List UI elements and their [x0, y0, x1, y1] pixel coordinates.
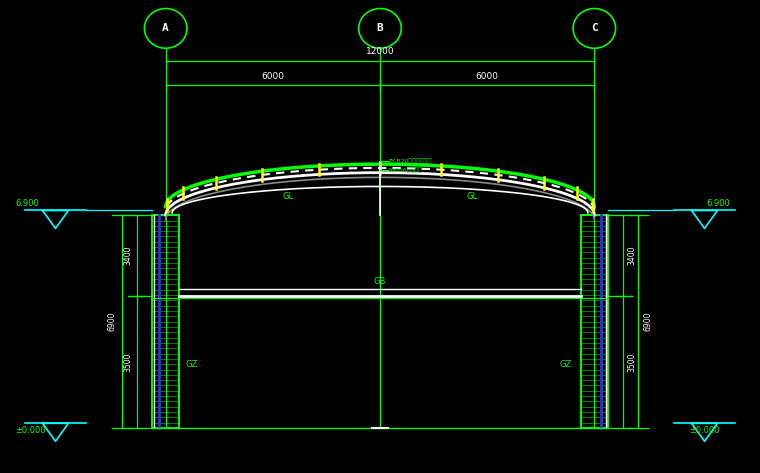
Text: B: B [377, 23, 383, 34]
Text: 6.900: 6.900 [707, 199, 730, 208]
Text: 6000: 6000 [476, 72, 499, 81]
Text: GZ: GZ [559, 359, 572, 368]
Text: A: A [163, 23, 169, 34]
Text: GB: GB [374, 277, 386, 286]
Text: 1B016压型钢板: 1B016压型钢板 [388, 167, 423, 173]
Text: 3500: 3500 [123, 352, 132, 372]
Text: ±0.000: ±0.000 [689, 426, 720, 435]
Text: 6900: 6900 [108, 312, 117, 332]
Text: 3400: 3400 [123, 245, 132, 265]
Text: 6000: 6000 [261, 72, 284, 81]
Text: 3400: 3400 [628, 245, 637, 265]
Text: ZY-B20型屋面板系等: ZY-B20型屋面板系等 [388, 158, 432, 164]
Text: C: C [591, 23, 597, 34]
Text: GL: GL [467, 192, 477, 201]
Text: 6.900: 6.900 [15, 199, 39, 208]
Text: GL: GL [283, 192, 293, 201]
Text: 6900: 6900 [643, 312, 652, 332]
Text: 12000: 12000 [366, 47, 394, 56]
Text: ±0.000: ±0.000 [15, 426, 46, 435]
Text: GZ: GZ [185, 359, 198, 368]
Text: 3500: 3500 [628, 352, 637, 372]
